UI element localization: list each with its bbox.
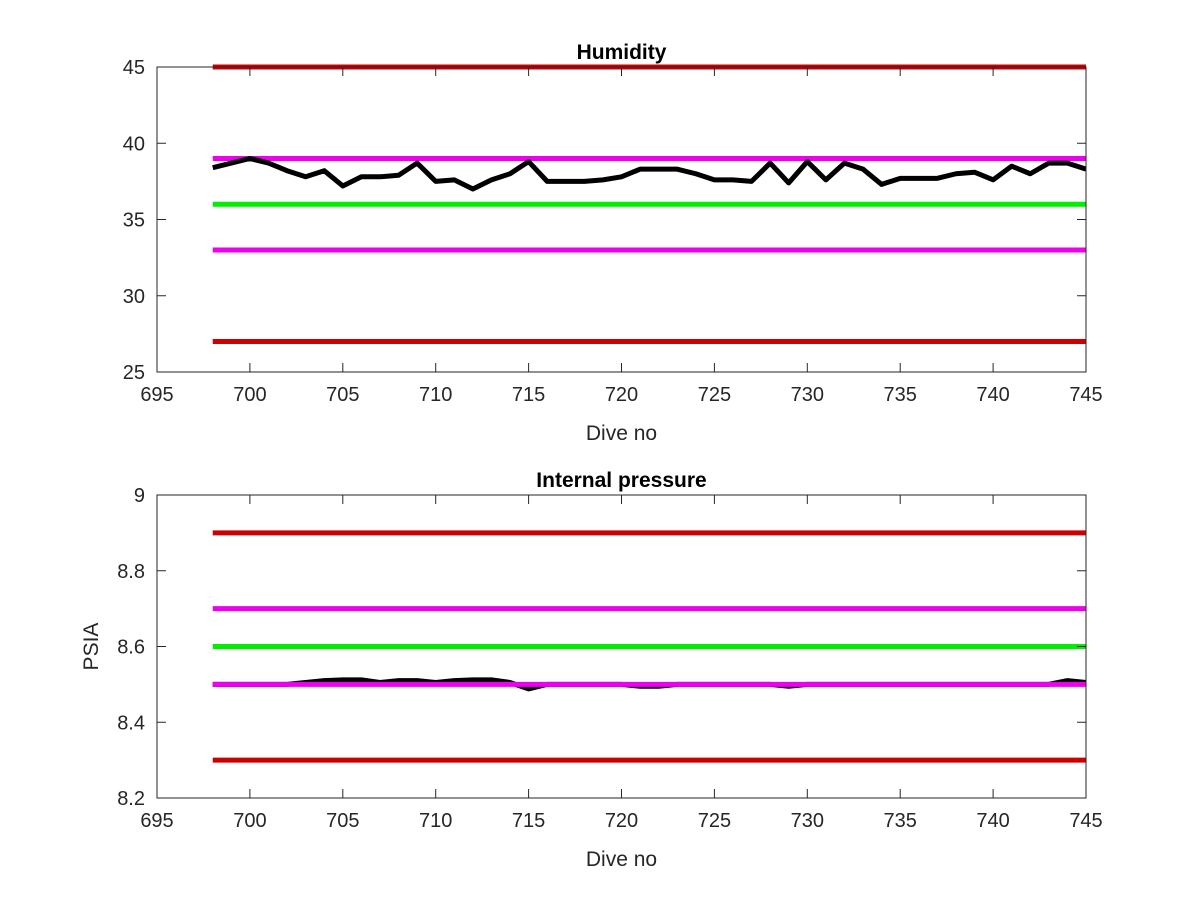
plot-1-x-tick-label: 700: [233, 384, 266, 406]
plot-1-x-tick-label: 725: [698, 384, 731, 406]
plot-2-x-tick-label: 715: [512, 810, 545, 832]
plot-2-x-tick-label: 745: [1069, 810, 1102, 832]
plot-1-series-line-1: [212, 156, 1087, 192]
plot-1-y-tick-label: 40: [123, 133, 145, 155]
plot-2-y-tick-label: 8.2: [117, 788, 145, 810]
plot-2-x-tick-label: 700: [233, 810, 266, 832]
plot-2-x-tick-label: 730: [791, 810, 824, 832]
plot-1-y-tick-label: 45: [123, 57, 145, 79]
humidity-plot: 695 700 705 710 715 720 725 730 735 740 745 25 30 35 4…: [123, 41, 1103, 445]
plot-1-y-tick-label: 30: [123, 286, 145, 308]
plot-1-x-tick-label: 745: [1069, 384, 1102, 406]
plot-2-x-tick-label: 725: [698, 810, 731, 832]
plot-1-x-tick-label: 740: [976, 384, 1009, 406]
plot-2-y-tick-label: 9: [134, 485, 145, 507]
plot-2-y-tick-label: 8.4: [117, 712, 145, 734]
plot-2-x-tick-label: 710: [419, 810, 452, 832]
plot-1-y-tick-label: 35: [123, 210, 145, 232]
plot-1-title: Humidity: [577, 41, 667, 64]
internal-pressure-plot: 695 700 705 710 715 720 725 730 735 740 745 8.2 8.4 8…: [80, 469, 1103, 871]
plot-1-x-tick-label: 710: [419, 384, 452, 406]
plot-1-x-tick-label: 720: [605, 384, 638, 406]
plot-1-x-tick-label: 705: [326, 384, 359, 406]
plot-2-y-tick-label: 8.8: [117, 561, 145, 583]
plot-2-y-axis-label: PSIA: [80, 623, 103, 671]
plot-2-x-tick-label: 740: [976, 810, 1009, 832]
plot-2-x-tick-label: 705: [326, 810, 359, 832]
plot-2-x-tick-label: 720: [605, 810, 638, 832]
plot-1-x-tick-label: 695: [140, 384, 173, 406]
plot-1-x-tick-label: 715: [512, 384, 545, 406]
plot-1-x-tick-label: 735: [884, 384, 917, 406]
plot-1-x-axis-label: Dive no: [586, 422, 657, 445]
plot-2-x-axis-label: Dive no: [586, 848, 657, 871]
plot-2-x-tick-label: 735: [884, 810, 917, 832]
plot-2-title: Internal pressure: [536, 469, 706, 492]
plot-2-y-tick-label: 8.6: [117, 637, 145, 659]
plot-2-x-tick-label: 695: [140, 810, 173, 832]
plot-1-y-tick-label: 25: [123, 362, 145, 384]
plot-1-x-tick-label: 730: [791, 384, 824, 406]
